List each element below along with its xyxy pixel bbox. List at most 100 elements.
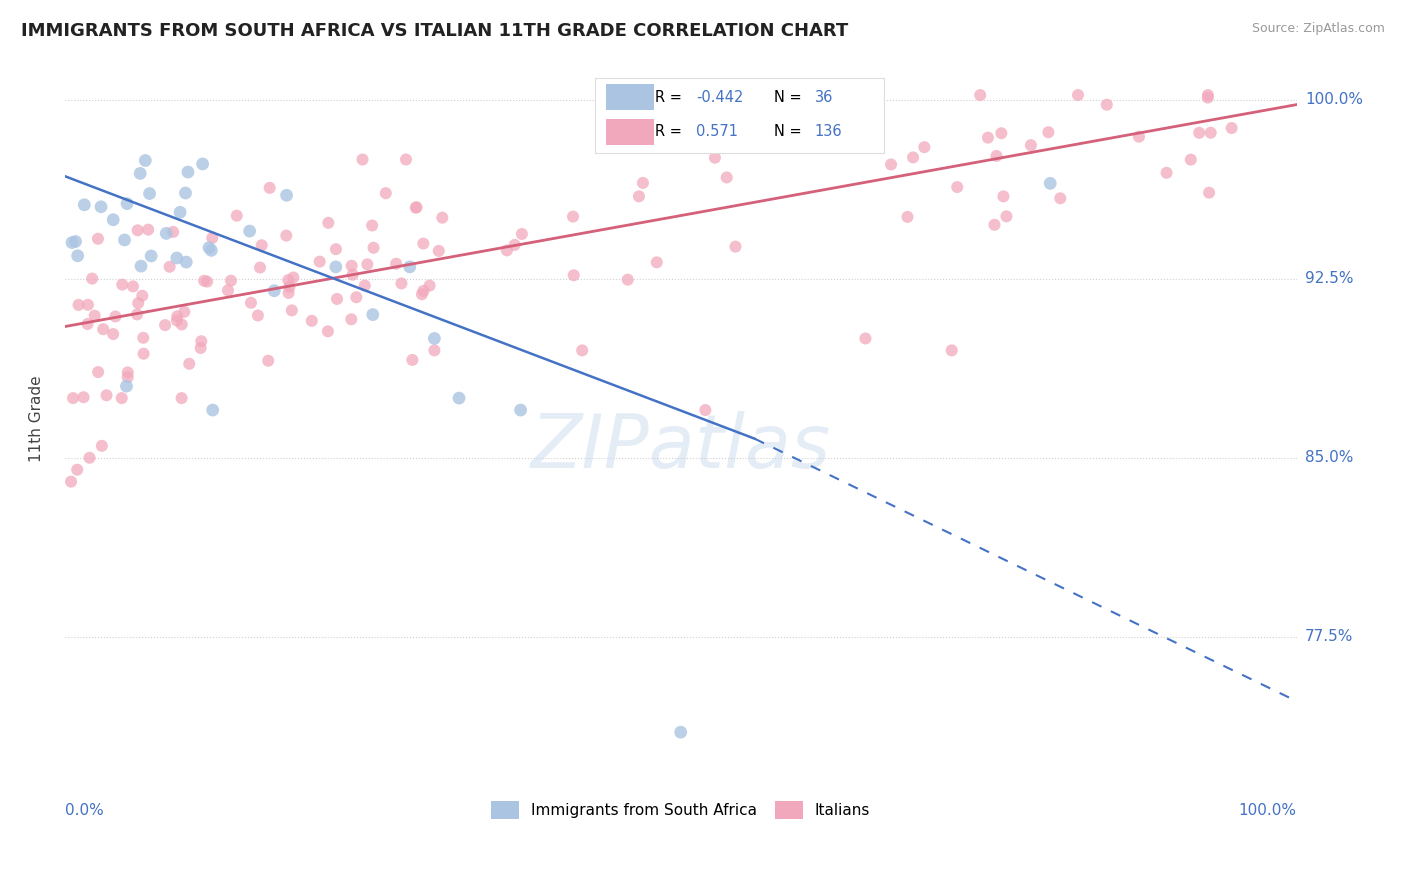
Point [562, 268, 585, 283]
Point [193, 274, 215, 288]
Point [318, 216, 340, 230]
Point [138, 186, 160, 201]
Point [412, 236, 434, 251]
Point [361, 308, 384, 322]
Point [627, 189, 650, 203]
Point [277, 285, 299, 300]
Point [1180, 153, 1202, 167]
Point [278, 280, 301, 294]
Point [1019, 138, 1042, 153]
Text: Source: ZipAtlas.com: Source: ZipAtlas.com [1251, 22, 1385, 36]
Text: 100.0%: 100.0% [1239, 804, 1296, 818]
Point [1049, 191, 1071, 205]
Text: 92.5%: 92.5% [1305, 271, 1354, 286]
Point [405, 201, 427, 215]
Point [277, 273, 299, 287]
Point [217, 284, 239, 298]
Point [986, 149, 1008, 163]
Point [90, 439, 112, 453]
Point [427, 244, 450, 258]
Legend: Immigrants from South Africa, Italians: Immigrants from South Africa, Italians [485, 795, 876, 825]
Point [356, 257, 378, 271]
Point [114, 233, 136, 247]
Point [263, 284, 285, 298]
Point [132, 331, 155, 345]
Point [419, 278, 441, 293]
Point [1038, 125, 1060, 139]
Point [83, 309, 105, 323]
Point [325, 260, 347, 274]
Point [122, 279, 145, 293]
Point [173, 305, 195, 319]
Text: 0.0%: 0.0% [65, 804, 104, 818]
Point [190, 334, 212, 349]
Point [191, 157, 214, 171]
Text: ZIPatlas: ZIPatlas [530, 410, 831, 483]
Point [96, 388, 118, 402]
Point [219, 274, 242, 288]
Point [503, 238, 526, 252]
Point [111, 277, 134, 292]
Point [325, 242, 347, 256]
Point [76, 317, 98, 331]
Point [91, 322, 114, 336]
Point [374, 186, 396, 201]
Point [201, 231, 224, 245]
Point [79, 450, 101, 465]
Point [1095, 97, 1118, 112]
Point [239, 224, 262, 238]
Point [111, 391, 134, 405]
Point [276, 188, 298, 202]
Point [174, 255, 197, 269]
Point [77, 298, 100, 312]
Point [225, 209, 247, 223]
Point [1067, 88, 1090, 103]
Point [724, 239, 747, 253]
Text: IMMIGRANTS FROM SOUTH AFRICA VS ITALIAN 11TH GRADE CORRELATION CHART: IMMIGRANTS FROM SOUTH AFRICA VS ITALIAN … [21, 22, 848, 40]
Point [72, 390, 94, 404]
Text: 100.0%: 100.0% [1305, 93, 1362, 107]
Point [993, 189, 1015, 203]
Point [177, 165, 200, 179]
Point [281, 303, 304, 318]
Point [1199, 126, 1222, 140]
Point [136, 222, 159, 236]
Point [73, 198, 96, 212]
Point [190, 341, 212, 355]
Point [385, 257, 408, 271]
Point [87, 232, 110, 246]
Point [104, 310, 127, 324]
Point [201, 403, 224, 417]
Point [669, 725, 692, 739]
Point [67, 298, 90, 312]
Point [896, 210, 918, 224]
Point [423, 331, 446, 345]
Point [946, 180, 969, 194]
Point [363, 241, 385, 255]
Point [276, 228, 298, 243]
Point [283, 270, 305, 285]
Point [134, 153, 156, 168]
Point [250, 238, 273, 252]
Point [412, 284, 434, 298]
Point [115, 379, 138, 393]
Point [153, 318, 176, 332]
Point [170, 318, 193, 332]
Point [395, 153, 418, 167]
Point [60, 475, 83, 489]
Point [65, 235, 87, 249]
Point [432, 211, 454, 225]
Point [562, 210, 585, 224]
Point [200, 244, 222, 258]
Point [447, 391, 470, 405]
Point [166, 313, 188, 327]
Point [411, 287, 433, 301]
Point [155, 227, 177, 241]
Point [117, 366, 139, 380]
Point [901, 150, 924, 164]
Point [631, 176, 654, 190]
Point [990, 126, 1012, 140]
Point [616, 273, 638, 287]
Point [391, 277, 413, 291]
Point [127, 296, 149, 310]
